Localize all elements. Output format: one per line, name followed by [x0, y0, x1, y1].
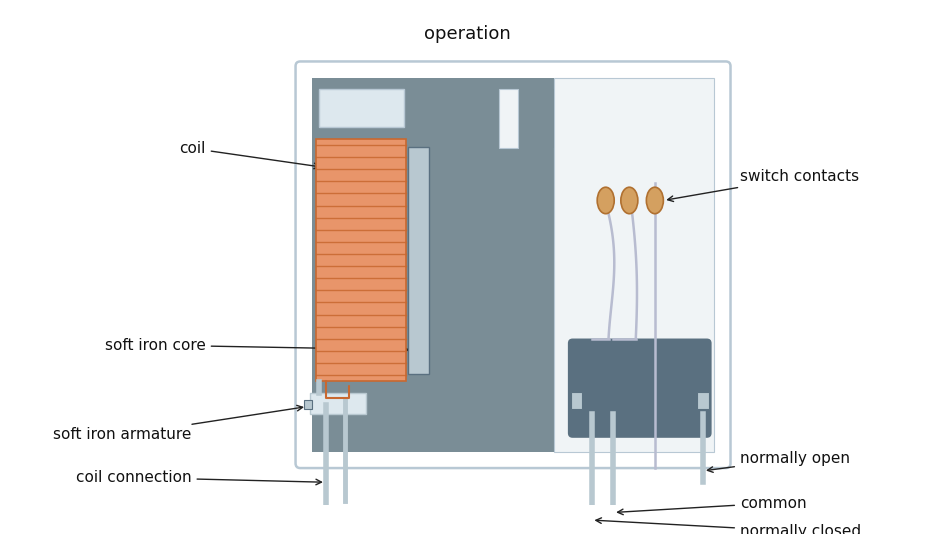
Text: coil: coil	[179, 141, 319, 169]
Text: common: common	[617, 496, 807, 515]
Bar	[408, 146, 429, 373]
Text: coil connection: coil connection	[76, 470, 321, 485]
Text: normally closed: normally closed	[596, 518, 861, 534]
Ellipse shape	[646, 187, 663, 214]
Bar	[312, 77, 554, 452]
Text: normally open: normally open	[707, 451, 850, 473]
Bar	[478, 89, 554, 148]
Text: switch contacts: switch contacts	[668, 169, 859, 201]
Bar	[698, 392, 709, 410]
FancyBboxPatch shape	[295, 61, 730, 468]
Bar	[319, 89, 404, 127]
Text: soft iron core: soft iron core	[105, 337, 408, 352]
Bar	[310, 394, 366, 414]
Bar	[554, 77, 715, 452]
Bar	[304, 400, 312, 410]
Text: soft iron armature: soft iron armature	[53, 405, 303, 443]
FancyBboxPatch shape	[568, 339, 712, 438]
Text: operation: operation	[424, 25, 511, 43]
Bar	[317, 139, 406, 381]
Bar	[571, 392, 582, 410]
Bar	[499, 89, 517, 148]
Ellipse shape	[597, 187, 615, 214]
Ellipse shape	[621, 187, 638, 214]
